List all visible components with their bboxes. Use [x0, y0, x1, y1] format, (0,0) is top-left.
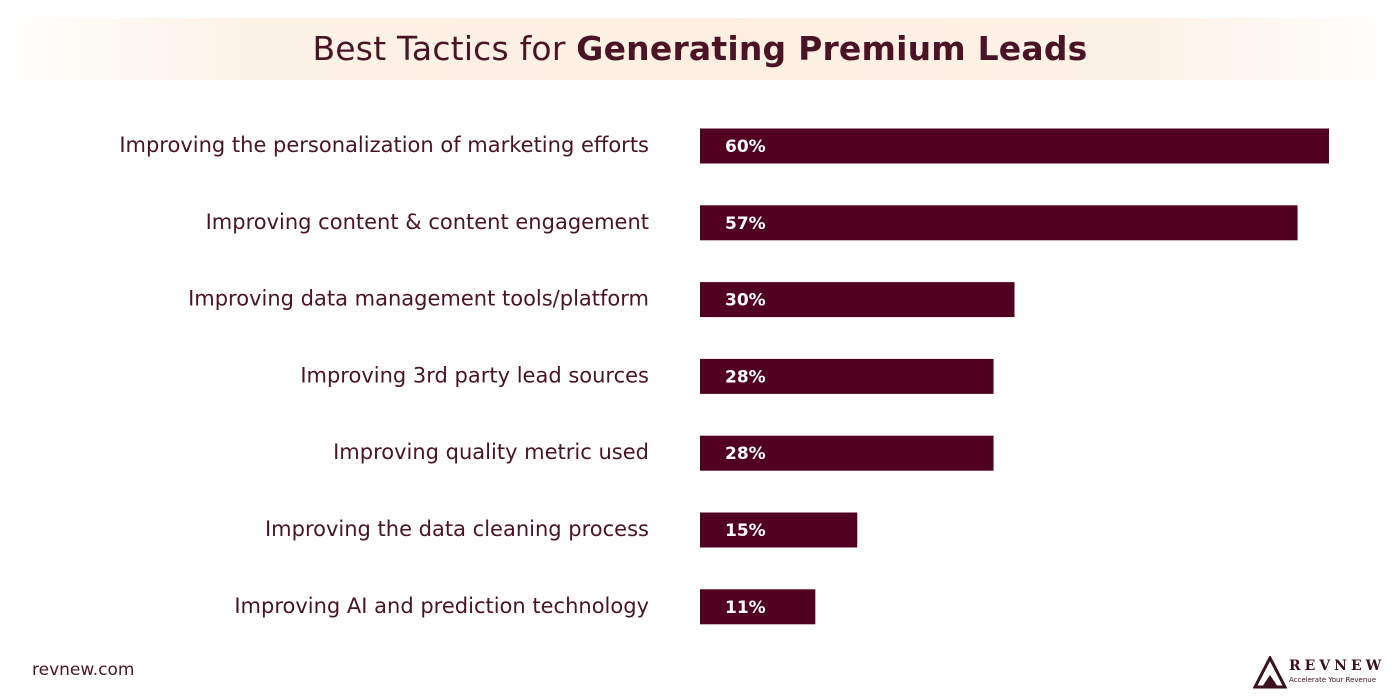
logo-name: REVNEW	[1289, 658, 1386, 674]
logo-mountain-icon	[1253, 656, 1287, 689]
bar-value-label: 28%	[725, 367, 766, 387]
category-label: Improving content & content engagement	[206, 210, 649, 234]
bar	[700, 435, 994, 471]
chart-title-bold: Generating Premium Leads	[576, 29, 1088, 68]
category-label: Improving the data cleaning process	[265, 517, 649, 541]
bar	[700, 128, 1329, 164]
bar-value-label: 28%	[725, 444, 766, 464]
category-label: Improving 3rd party lead sources	[300, 363, 649, 387]
bar	[700, 358, 994, 394]
bar	[700, 512, 858, 548]
chart-title: Best Tactics for Generating Premium Lead…	[0, 24, 1400, 74]
category-label: Improving quality metric used	[333, 440, 649, 464]
bar	[700, 205, 1298, 241]
category-label: Improving AI and prediction technology	[234, 594, 649, 618]
bar-value-label: 11%	[725, 598, 766, 618]
bar-value-label: 60%	[725, 137, 766, 157]
bar-value-label: 57%	[725, 214, 766, 234]
logo-tagline: Accelerate Your Revenue	[1289, 676, 1377, 684]
bar	[700, 282, 1015, 318]
revnew-logo: REVNEW Accelerate Your Revenue	[1253, 656, 1393, 690]
title-band	[0, 18, 1400, 80]
bar	[700, 589, 816, 625]
category-label: Improving the personalization of marketi…	[119, 133, 649, 157]
footer-site-url: revnew.com	[32, 660, 135, 680]
bar-value-label: 15%	[725, 521, 766, 541]
bar-value-label: 30%	[725, 291, 766, 311]
category-label: Improving data management tools/platform	[188, 287, 649, 311]
chart-title-regular: Best Tactics for	[312, 29, 566, 68]
